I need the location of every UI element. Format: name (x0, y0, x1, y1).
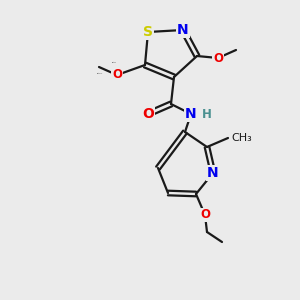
Text: methyl: methyl (112, 62, 116, 63)
Text: O: O (112, 68, 122, 82)
Text: H: H (202, 107, 212, 121)
Text: N: N (185, 107, 197, 121)
Text: O: O (213, 52, 223, 64)
Text: N: N (207, 166, 219, 180)
Text: O: O (200, 208, 210, 221)
Text: CH₃: CH₃ (231, 133, 252, 143)
Text: N: N (177, 23, 189, 37)
Text: S: S (143, 25, 153, 39)
Text: methoxy: methoxy (97, 72, 103, 74)
Text: O: O (142, 107, 154, 121)
